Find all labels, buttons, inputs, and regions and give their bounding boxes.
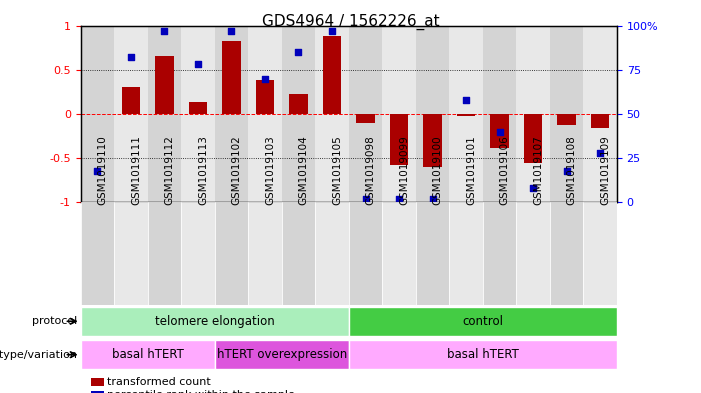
Text: GSM1019110: GSM1019110 <box>97 136 107 206</box>
Text: basal hTERT: basal hTERT <box>447 348 519 361</box>
Text: GSM1019111: GSM1019111 <box>131 136 141 206</box>
Bar <box>457 114 475 116</box>
Bar <box>315 26 349 202</box>
Bar <box>215 340 349 369</box>
Bar <box>557 114 576 125</box>
Bar <box>382 202 416 305</box>
Text: control: control <box>463 315 503 328</box>
Bar <box>155 57 174 114</box>
Bar <box>248 202 282 305</box>
Text: genotype/variation: genotype/variation <box>0 350 77 360</box>
Bar <box>550 26 583 202</box>
Text: GSM1019102: GSM1019102 <box>231 136 241 206</box>
Text: GSM1019112: GSM1019112 <box>165 136 175 206</box>
Bar <box>256 80 274 114</box>
Bar <box>81 307 349 336</box>
Text: GSM1019106: GSM1019106 <box>500 136 510 206</box>
Text: GSM1019104: GSM1019104 <box>299 136 308 206</box>
Text: GSM1019101: GSM1019101 <box>466 136 476 206</box>
Point <box>327 28 338 34</box>
Point <box>461 97 472 103</box>
Text: GSM1019109: GSM1019109 <box>600 136 610 206</box>
Bar <box>449 26 483 202</box>
Bar <box>148 26 181 202</box>
Text: GDS4964 / 1562226_at: GDS4964 / 1562226_at <box>261 14 440 30</box>
Point <box>226 28 237 34</box>
Bar <box>349 307 617 336</box>
Point <box>561 167 572 174</box>
Bar <box>550 202 583 305</box>
Point <box>594 150 606 156</box>
Text: GSM1019100: GSM1019100 <box>433 136 442 206</box>
Bar <box>449 202 483 305</box>
Bar <box>483 26 517 202</box>
Bar <box>189 103 207 114</box>
Bar <box>181 26 215 202</box>
Point <box>427 196 438 202</box>
Point <box>159 28 170 34</box>
Bar <box>81 26 114 202</box>
Bar <box>524 114 543 163</box>
Point <box>125 54 137 61</box>
Text: GSM1019108: GSM1019108 <box>566 136 577 206</box>
Bar <box>215 202 248 305</box>
Point <box>527 185 538 191</box>
Bar <box>290 94 308 114</box>
Text: protocol: protocol <box>32 316 77 326</box>
Text: GSM1019113: GSM1019113 <box>198 136 208 206</box>
Bar <box>248 26 282 202</box>
Bar <box>122 87 140 114</box>
Text: GSM1019099: GSM1019099 <box>399 136 409 206</box>
Text: GSM1019105: GSM1019105 <box>332 136 342 206</box>
Bar <box>517 202 550 305</box>
Bar <box>215 26 248 202</box>
Text: percentile rank within the sample: percentile rank within the sample <box>107 390 295 393</box>
Bar <box>81 340 215 369</box>
Text: transformed count: transformed count <box>107 377 211 387</box>
Bar <box>222 40 240 114</box>
Point <box>393 196 404 202</box>
Point <box>192 61 203 68</box>
Text: hTERT overexpression: hTERT overexpression <box>217 348 347 361</box>
Point <box>494 129 505 135</box>
Bar <box>491 114 509 147</box>
Bar <box>349 26 382 202</box>
Bar <box>181 202 215 305</box>
Point <box>360 196 371 202</box>
Text: GSM1019103: GSM1019103 <box>265 136 275 206</box>
Bar <box>390 114 408 165</box>
Bar <box>322 36 341 114</box>
Bar <box>114 202 148 305</box>
Point <box>293 49 304 55</box>
Bar <box>583 202 617 305</box>
Bar <box>423 114 442 167</box>
Text: basal hTERT: basal hTERT <box>111 348 184 361</box>
Bar <box>349 340 617 369</box>
Text: GSM1019107: GSM1019107 <box>533 136 543 206</box>
Bar <box>382 26 416 202</box>
Bar <box>282 202 315 305</box>
Bar <box>148 202 181 305</box>
Bar <box>583 26 617 202</box>
Bar <box>315 202 349 305</box>
Bar <box>591 114 609 128</box>
Bar <box>356 114 375 123</box>
Bar <box>282 26 315 202</box>
Bar <box>81 202 114 305</box>
Point <box>92 167 103 174</box>
Bar <box>114 26 148 202</box>
Bar <box>349 202 382 305</box>
Bar <box>483 202 517 305</box>
Bar <box>416 26 449 202</box>
Bar <box>416 202 449 305</box>
Text: GSM1019098: GSM1019098 <box>365 136 376 206</box>
Point <box>259 75 271 82</box>
Text: telomere elongation: telomere elongation <box>155 315 275 328</box>
Bar <box>517 26 550 202</box>
